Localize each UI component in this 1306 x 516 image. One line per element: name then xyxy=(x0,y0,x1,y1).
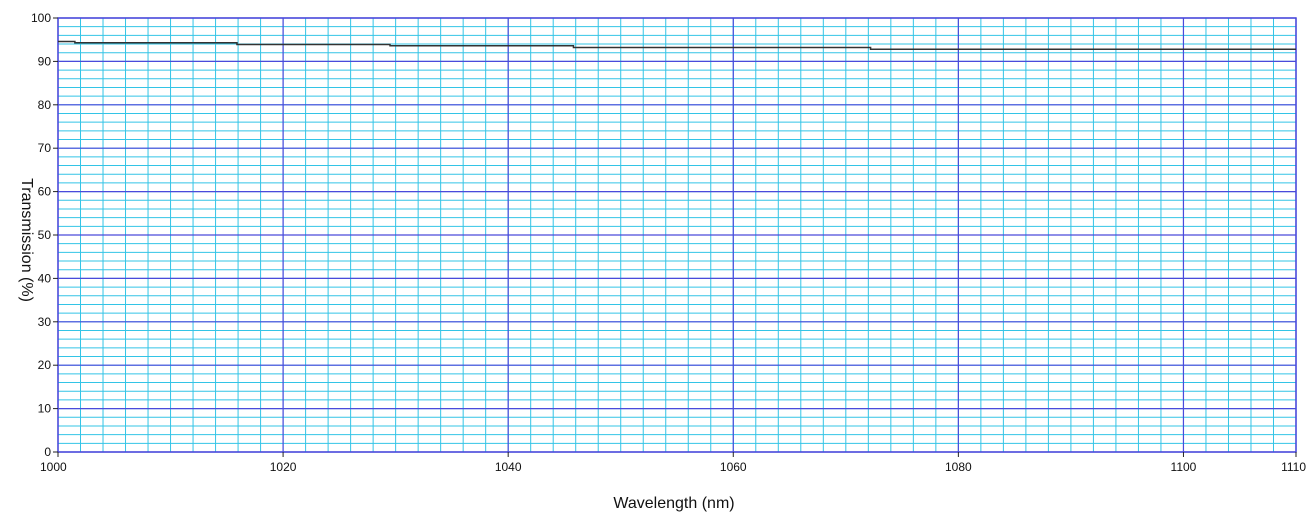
y-tick-label: 100 xyxy=(31,11,51,25)
x-tick-label: 1100 xyxy=(1171,460,1197,474)
series-layer xyxy=(58,40,1296,50)
x-axis-title: Wavelength (nm) xyxy=(613,495,734,512)
x-tick-label: 1060 xyxy=(720,460,747,474)
y-tick-label: 30 xyxy=(38,315,52,329)
y-tick-label: 60 xyxy=(38,185,52,199)
x-tick-labels: 1000 1020 1040 1060 1080 1100 1110 xyxy=(40,452,1306,474)
x-tick-label: 1040 xyxy=(495,460,522,474)
y-tick-label: 50 xyxy=(38,228,52,242)
x-tick-label: 1110 xyxy=(1281,460,1306,474)
y-tick-label: 80 xyxy=(38,98,52,112)
transmission-series-line xyxy=(58,40,1296,50)
y-tick-label: 20 xyxy=(38,358,52,372)
x-tick-label: 1080 xyxy=(945,460,972,474)
x-tick-label: 1020 xyxy=(270,460,297,474)
major-grid xyxy=(57,17,1297,453)
x-tick-label: 1000 xyxy=(40,460,67,474)
y-tick-label: 70 xyxy=(38,141,52,155)
y-tick-label: 0 xyxy=(44,445,51,459)
y-axis-title: Transmission (%) xyxy=(18,178,35,302)
y-tick-label: 10 xyxy=(38,402,52,416)
y-tick-label: 40 xyxy=(38,271,52,285)
y-tick-label: 90 xyxy=(38,54,52,68)
y-tick-labels: 0 10 20 30 40 50 60 70 80 90 100 xyxy=(31,11,58,459)
